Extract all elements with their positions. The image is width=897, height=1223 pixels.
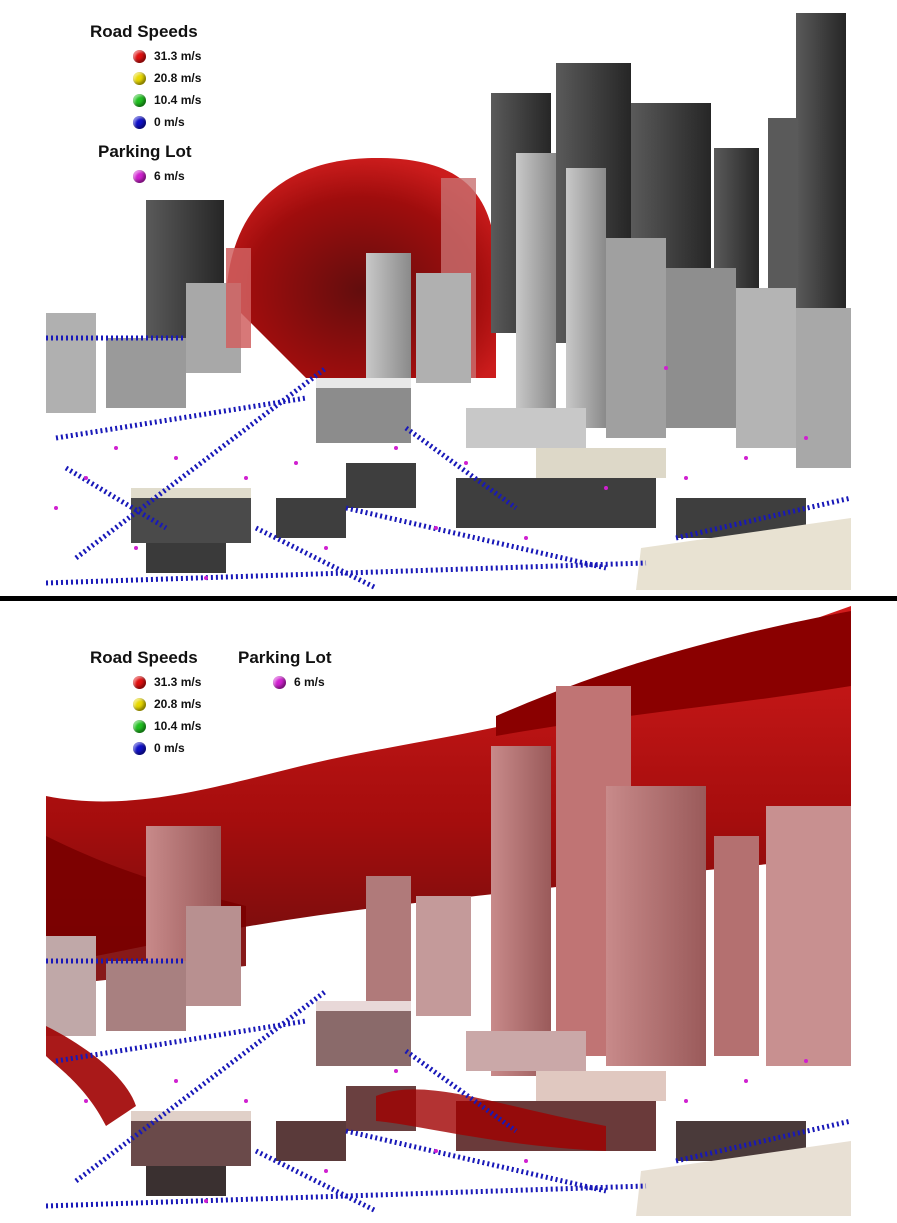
legend-title-parking-lot: Parking Lot [98, 142, 192, 161]
legend-entry-20-8-bottom: 20.8 m/s [133, 693, 201, 715]
legend-title-parking-lot-bottom: Parking Lot [238, 648, 332, 667]
legend-title-road-speeds: Road Speeds [90, 22, 198, 41]
legend-entry-10-4-bottom: 10.4 m/s [133, 715, 201, 737]
legend-entry-31-3-bottom: 31.3 m/s [133, 671, 201, 693]
panel-divider [0, 596, 897, 601]
blue-sphere-icon [133, 741, 146, 755]
city-scene-top [46, 13, 851, 590]
legend-entry-0-bottom: 0 m/s [133, 737, 201, 759]
bottom-panel: Road Speeds 31.3 m/s 20.8 m/s 10.4 m/s 0… [46, 606, 851, 1216]
red-sphere-icon [133, 675, 146, 689]
top-panel: Road Speeds 31.3 m/s 20.8 m/s 10.4 m/s 0… [46, 8, 851, 590]
parking-lot-legend-bottom: Parking Lot 6 m/s [238, 648, 332, 693]
yellow-sphere-icon [133, 697, 146, 711]
red-sphere-icon [133, 49, 146, 63]
legend-entry-6-bottom: 6 m/s [273, 671, 332, 693]
legend-entry-10-4: 10.4 m/s [133, 89, 201, 111]
city-scene-bottom [46, 606, 851, 1216]
road-speeds-legend-bottom: Road Speeds 31.3 m/s 20.8 m/s 10.4 m/s 0… [90, 648, 201, 759]
legend-entry-31-3: 31.3 m/s [133, 45, 201, 67]
blue-sphere-icon [133, 115, 146, 129]
magenta-sphere-icon [133, 169, 146, 183]
yellow-sphere-icon [133, 71, 146, 85]
magenta-sphere-icon [273, 675, 286, 689]
legend-entry-20-8: 20.8 m/s [133, 67, 201, 89]
legend-title-road-speeds-bottom: Road Speeds [90, 648, 198, 667]
legend-entry-0: 0 m/s [133, 111, 201, 133]
road-speeds-legend: Road Speeds 31.3 m/s 20.8 m/s 10.4 m/s 0… [90, 22, 201, 133]
green-sphere-icon [133, 719, 146, 733]
green-sphere-icon [133, 93, 146, 107]
parking-lot-legend: Parking Lot 6 m/s [98, 142, 192, 187]
legend-entry-6: 6 m/s [133, 165, 192, 187]
